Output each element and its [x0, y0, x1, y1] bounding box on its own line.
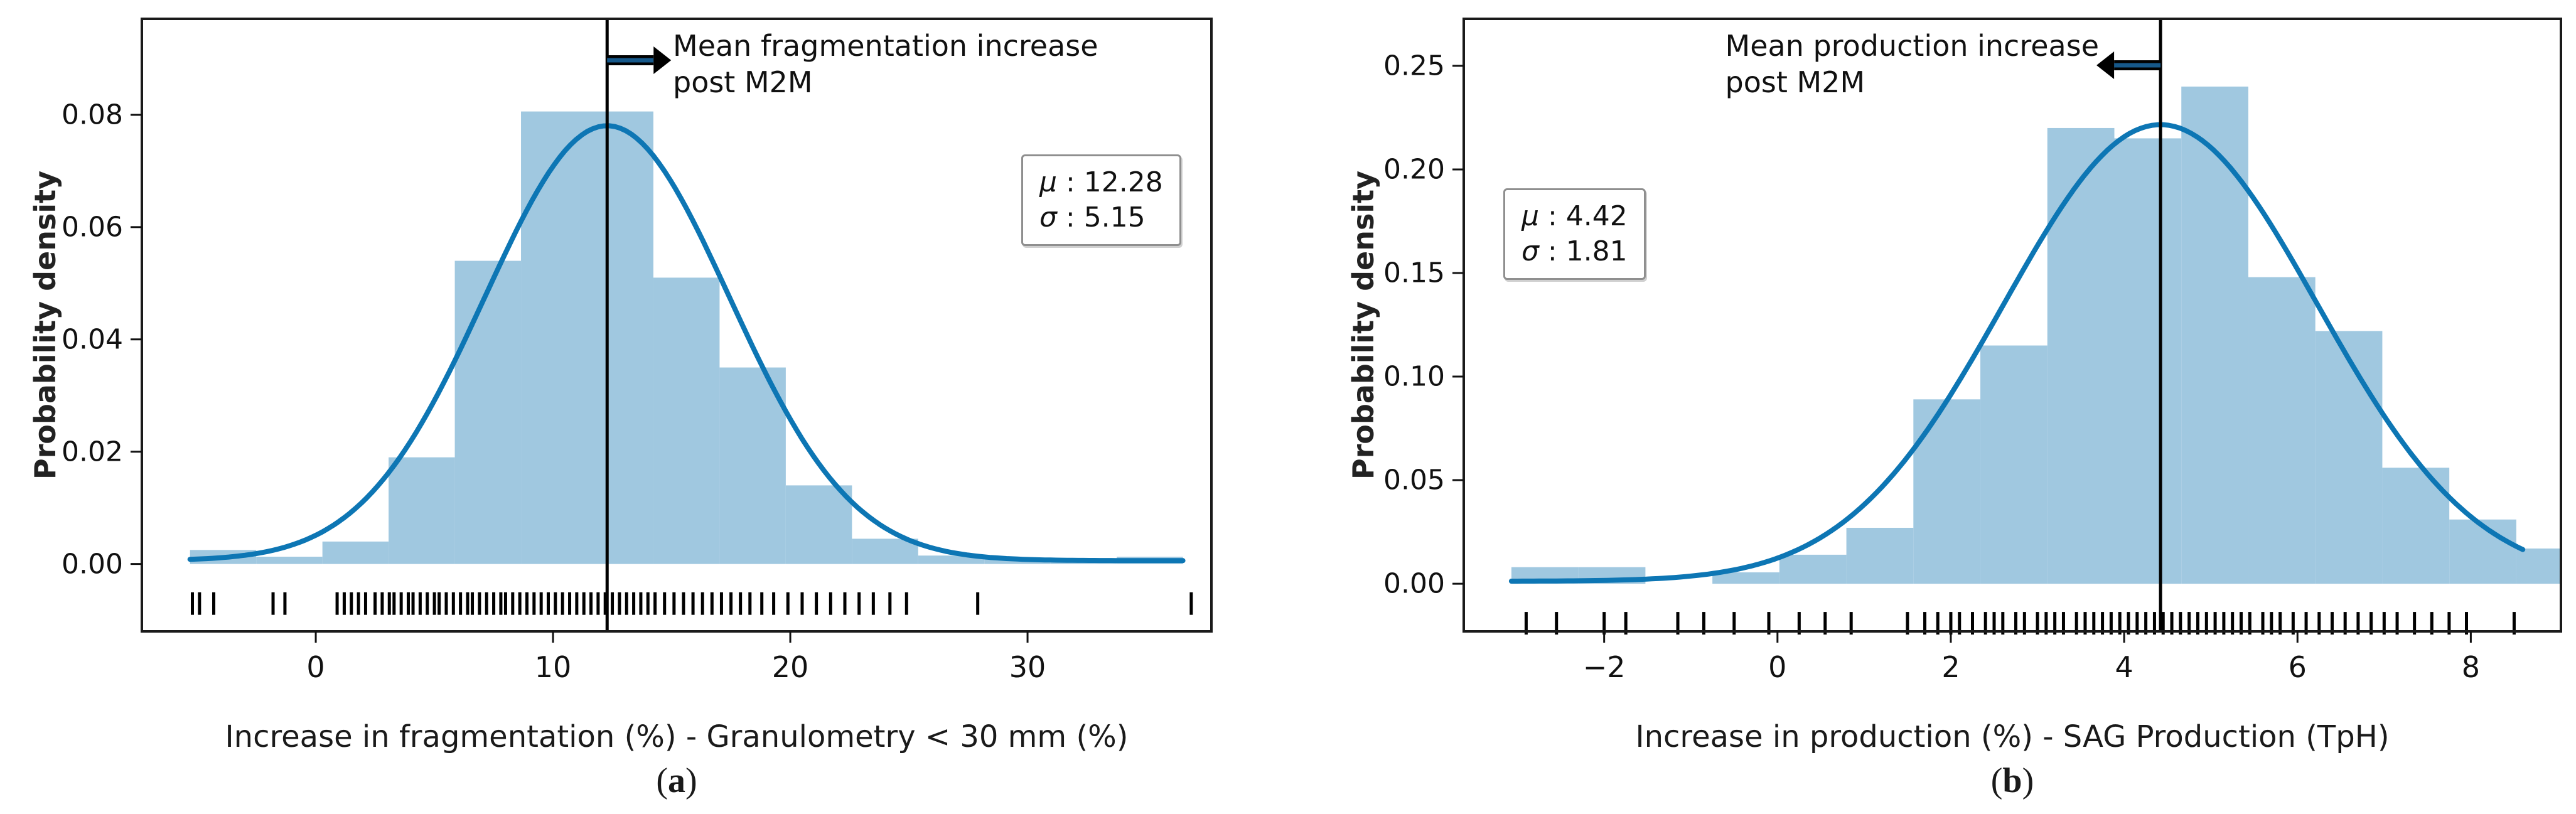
- histogram-bar-a: [322, 541, 389, 564]
- histogram-bar-b: [1913, 399, 1981, 584]
- y-tick-label-a: 0.04: [62, 323, 123, 356]
- mean-annotation-a-line1: Mean fragmentation increase: [673, 29, 1098, 63]
- subplot-caption-a: (a): [656, 761, 697, 800]
- y-axis-label-b: Probability density: [1346, 170, 1380, 480]
- x-axis-label-a: Increase in fragmentation (%) - Granulom…: [225, 719, 1129, 754]
- kde-curve-b: [1508, 122, 2526, 584]
- x-tick-label-b: 0: [1768, 650, 1787, 684]
- y-tick-label-a: 0.02: [62, 436, 123, 468]
- y-tick-label-b: 0.00: [1383, 567, 1445, 600]
- histogram-bar-b: [2516, 548, 2561, 584]
- histogram-bar-b: [1779, 554, 1847, 584]
- y-tick-label-b: 0.10: [1383, 360, 1445, 393]
- plot-frame-b: [1462, 18, 2562, 633]
- histogram-bar-b: [2449, 519, 2516, 584]
- x-tick-label-a: 10: [534, 650, 572, 684]
- histogram-bar-a: [454, 260, 522, 564]
- subplot-caption-b: (b): [1990, 761, 2034, 800]
- stats-mu-a: μ : 12.28: [1039, 166, 1163, 198]
- histogram-bar-a: [521, 111, 588, 564]
- mean-arrow-head-a: [653, 46, 672, 74]
- stats-mu-b: μ : 4.42: [1521, 200, 1628, 232]
- histogram-bar-a: [653, 277, 720, 564]
- histogram-bar-b: [2047, 127, 2115, 584]
- x-tick-label-b: 4: [2115, 650, 2133, 684]
- stats-box-b: μ : 4.42 σ : 1.81: [1503, 188, 1646, 280]
- y-axis-label-a: Probability density: [28, 170, 62, 480]
- y-tick-label-b: 0.05: [1383, 464, 1445, 496]
- y-tick-label-b: 0.15: [1383, 257, 1445, 289]
- histogram-bar-b: [2114, 138, 2182, 584]
- x-tick-label-b: 2: [1941, 650, 1960, 684]
- histogram-bar-a: [587, 111, 653, 564]
- mean-annotation-b-line2: post M2M: [1725, 65, 1865, 99]
- x-tick-label-a: 20: [771, 650, 809, 684]
- kde-curve-a: [187, 123, 1186, 564]
- mean-annotation-b-line1: Mean production increase: [1725, 29, 2099, 63]
- stats-sigma-a: σ : 5.15: [1039, 201, 1146, 233]
- histogram-bar-b: [2181, 86, 2248, 584]
- histogram-bar-b: [2315, 331, 2383, 584]
- y-tick-label-b: 0.20: [1383, 153, 1445, 186]
- histogram-bar-b: [1846, 527, 1914, 584]
- x-tick-label-b: 6: [2288, 650, 2307, 684]
- mean-annotation-a-line2: post M2M: [673, 65, 813, 99]
- mean-arrow-head-b: [2096, 51, 2115, 79]
- histogram-bar-a: [389, 457, 455, 564]
- histogram-bar-b: [1980, 345, 2047, 584]
- plot-frame-a: [141, 18, 1213, 633]
- mean-annotation-a: Mean fragmentation increase post M2M: [673, 28, 1098, 100]
- x-tick-label-b: −2: [1582, 650, 1626, 684]
- y-tick-label-a: 0.08: [62, 99, 123, 131]
- histogram-bar-a: [852, 538, 918, 564]
- histogram-bar-a: [918, 555, 985, 564]
- mean-annotation-b: Mean production increase post M2M: [1725, 28, 2099, 100]
- histogram-bar-b: [2248, 277, 2316, 584]
- histogram-bar-b: [1712, 572, 1779, 584]
- x-tick-label-a: 0: [306, 650, 325, 684]
- histogram-bar-a: [719, 367, 786, 564]
- x-tick-label-b: 8: [2461, 650, 2481, 684]
- y-tick-label-a: 0.00: [62, 548, 123, 581]
- histogram-bar-a: [256, 557, 323, 564]
- histogram-bar-a: [785, 485, 852, 564]
- stats-box-a: μ : 12.28 σ : 5.15: [1021, 154, 1181, 246]
- y-tick-label-a: 0.06: [62, 211, 123, 244]
- x-tick-label-a: 30: [1009, 650, 1046, 684]
- histogram-bar-a: [984, 559, 1051, 564]
- x-axis-label-b: Increase in production (%) - SAG Product…: [1635, 719, 2390, 754]
- y-tick-label-b: 0.25: [1383, 50, 1445, 82]
- stats-sigma-b: σ : 1.81: [1521, 235, 1628, 267]
